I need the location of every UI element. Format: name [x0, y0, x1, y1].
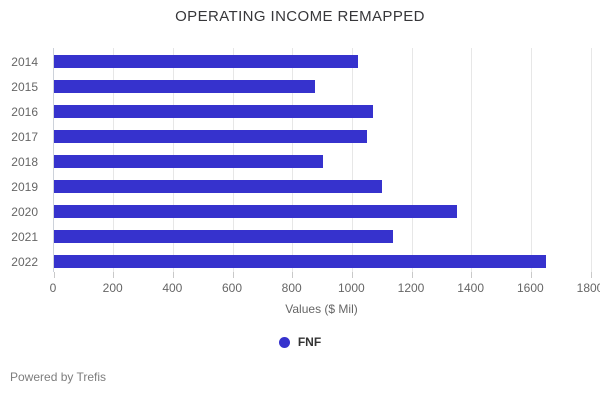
bar-2014: [54, 55, 359, 68]
bar-2019: [54, 180, 383, 193]
legend: FNF: [0, 335, 600, 349]
chart-title: OPERATING INCOME REMAPPED: [175, 8, 425, 25]
bar-2017: [54, 130, 368, 143]
powered-by-trefis: Powered by Trefis: [10, 370, 107, 384]
x-tick-200: [113, 272, 115, 278]
x-tick-400: [172, 272, 174, 278]
y-axis-label-2016: 2016: [11, 104, 38, 119]
bar-2018: [54, 155, 323, 168]
x-tick-600: [232, 272, 234, 278]
bar-2021: [54, 230, 393, 243]
x-tick-label-1000: 1000: [337, 281, 365, 295]
legend-label: FNF: [297, 335, 322, 349]
y-axis-label-2021: 2021: [11, 229, 38, 244]
y-axis-label-2018: 2018: [11, 154, 38, 169]
x-tick-label-400: 400: [162, 281, 183, 295]
x-tick-label-1400: 1400: [457, 281, 484, 295]
x-axis-title: Values ($ Mil): [285, 302, 358, 316]
legend-marker-icon: [278, 336, 290, 348]
bar-2015: [54, 80, 316, 93]
x-tick-1200: [411, 272, 413, 278]
y-axis-label-2015: 2015: [11, 79, 38, 94]
gridline-1800: [590, 48, 592, 272]
y-axis-label-2017: 2017: [11, 129, 38, 144]
x-tick-label-0: 0: [49, 281, 57, 295]
bar-2020: [54, 205, 457, 218]
x-tick-1000: [351, 272, 353, 278]
plot-area: [53, 48, 592, 278]
gridline-1000: [351, 48, 353, 272]
x-tick-0: [53, 272, 55, 278]
x-tick-800: [292, 272, 294, 278]
x-tick-label-200: 200: [102, 281, 123, 295]
y-axis-label-2022: 2022: [11, 254, 38, 269]
x-tick-label-1600: 1600: [516, 281, 544, 295]
y-axis-label-2014: 2014: [11, 54, 38, 69]
x-tick-1400: [471, 272, 473, 278]
x-tick-label-1800: 1800: [576, 281, 600, 295]
bar-2022: [54, 255, 547, 268]
gridline-1200: [411, 48, 413, 272]
gridline-1600: [530, 48, 532, 272]
x-tick-1800: [590, 272, 592, 278]
y-axis-label-2019: 2019: [11, 179, 38, 194]
x-tick-label-800: 800: [281, 281, 302, 295]
x-tick-label-1200: 1200: [397, 281, 425, 295]
x-tick-1600: [530, 272, 532, 278]
x-tick-label-600: 600: [221, 281, 243, 295]
bar-2016: [54, 105, 374, 118]
y-axis-label-2020: 2020: [11, 204, 38, 219]
gridline-1400: [471, 48, 473, 272]
